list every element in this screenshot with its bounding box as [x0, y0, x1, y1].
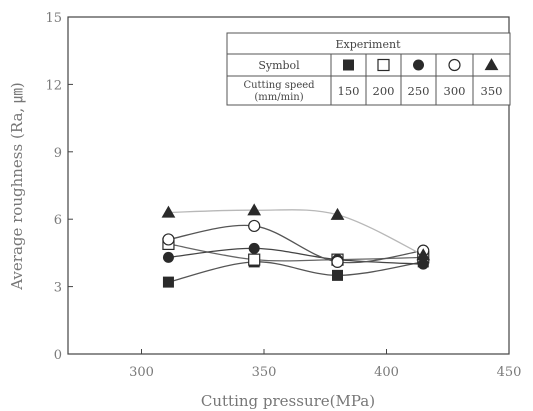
- data-point-300: [248, 219, 261, 233]
- x-axis-title: Cutting pressure(MPa): [201, 392, 375, 410]
- trend-curves: [168, 209, 424, 283]
- data-point-150: [162, 276, 174, 288]
- legend-speed-300: 300: [444, 84, 466, 98]
- y-tick-label: 9: [54, 146, 62, 161]
- legend-symbol-300: [448, 58, 461, 72]
- legend-speed-150: 150: [338, 84, 360, 98]
- data-point-200: [248, 253, 261, 266]
- x-tick-label: 450: [497, 365, 522, 380]
- data-point-350: [161, 205, 176, 218]
- axes: 300 350 400 450 0 3 6 9 12 15: [45, 11, 521, 380]
- legend-symbol-150: [343, 59, 354, 71]
- data-point-250: [417, 258, 429, 270]
- legend-cells: 150 200 250 300 350: [338, 58, 503, 98]
- plot-frame: [67, 16, 510, 355]
- legend-speed-350: 350: [481, 84, 503, 98]
- legend-symbol-200: [377, 58, 390, 72]
- data-point-350: [330, 207, 345, 220]
- x-tick-label: 300: [129, 365, 154, 380]
- trend-curve-350: [168, 209, 424, 256]
- trend-curve-250: [168, 247, 424, 265]
- trend-curve-150: [168, 261, 424, 283]
- data-point-300: [162, 233, 175, 246]
- x-tick-label: 350: [252, 365, 277, 380]
- legend-speed-250: 250: [408, 84, 430, 98]
- x-tick-label: 400: [374, 365, 399, 380]
- legend-title: Experiment: [335, 38, 401, 51]
- legend-speed-unit: (mm/min): [254, 92, 303, 103]
- y-tick-label: 3: [54, 281, 62, 296]
- data-markers: [161, 203, 431, 288]
- y-tick-label: 15: [45, 11, 62, 26]
- legend-symbol-label: Symbol: [258, 59, 300, 72]
- y-tick-label: 0: [54, 348, 62, 363]
- legend-symbol-350: [484, 58, 499, 71]
- legend-box: [226, 32, 511, 106]
- y-tick-label: 6: [54, 213, 62, 228]
- legend: Experiment Symbol Cutting speed (mm/min)…: [226, 32, 511, 106]
- legend-speed-label: Cutting speed: [243, 80, 315, 91]
- y-axis-title: Average roughness (Ra, ㎛): [8, 82, 26, 291]
- y-tick-label: 12: [45, 78, 62, 93]
- legend-speed-200: 200: [373, 84, 395, 98]
- trend-curve-300: [168, 224, 424, 264]
- data-point-350: [247, 203, 262, 216]
- legend-symbol-250: [413, 59, 424, 71]
- data-point-150: [332, 269, 343, 281]
- data-point-250: [248, 242, 260, 254]
- data-point-350: [416, 248, 431, 261]
- data-point-300: [331, 255, 344, 268]
- data-point-250: [162, 251, 174, 263]
